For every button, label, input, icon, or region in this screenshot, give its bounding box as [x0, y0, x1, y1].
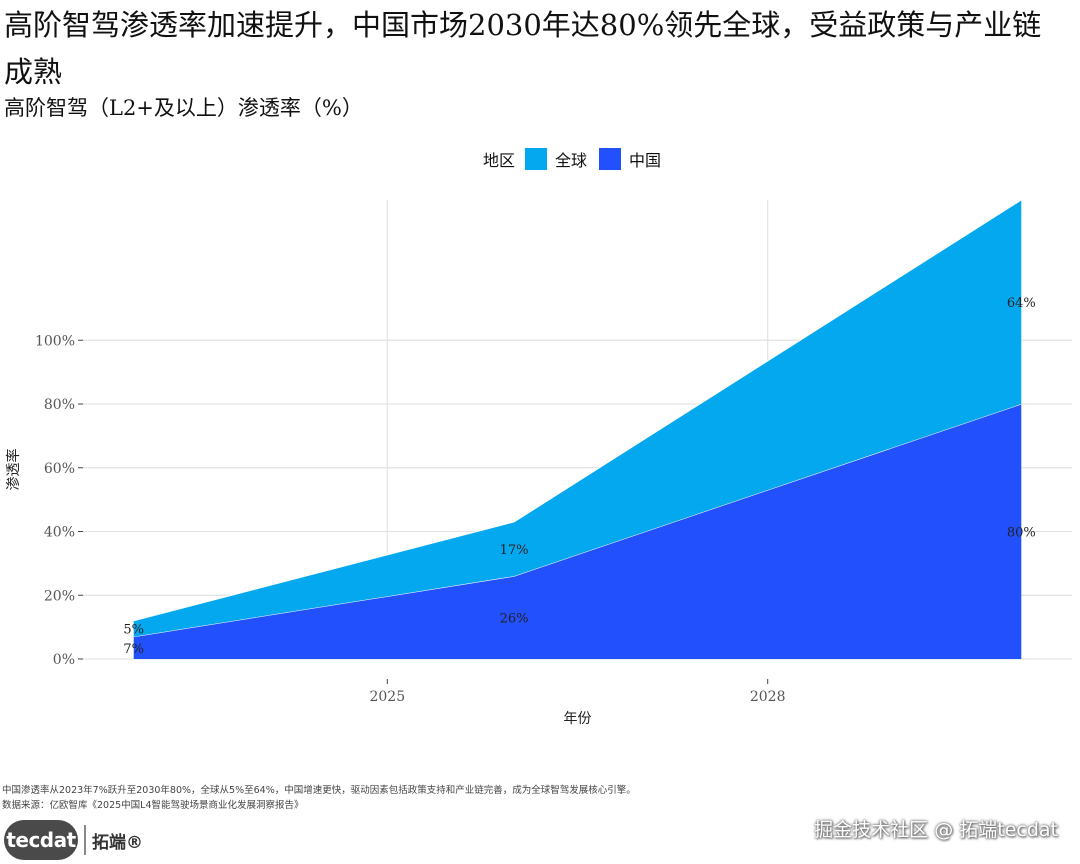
data-label: 64% [1007, 296, 1036, 311]
area-chart: 0% 20% 40% 60% 80% 100% 2025 2028 7% 26% 80% 5% 17… [5, 199, 1072, 727]
y-axis-title: 渗透率 [5, 449, 22, 491]
logo-brand-text: 拓端® [92, 832, 143, 853]
y-tick-label: 20% [44, 588, 75, 604]
legend: 地区 全球 中国 [483, 146, 673, 172]
data-label: 17% [500, 543, 529, 558]
y-tick-label: 40% [44, 525, 75, 541]
chart-subtitle: 高阶智驾（L2+及以上）渗透率（%） [4, 96, 363, 120]
legend-item-global: 全球 [525, 147, 589, 171]
data-label: 80% [1007, 526, 1036, 541]
y-tick-label: 80% [44, 397, 75, 413]
logo-bubble: tecdat [4, 820, 78, 860]
legend-swatch-china [599, 148, 622, 170]
legend-title: 地区 [483, 151, 516, 170]
area-series-global [133, 200, 1022, 637]
watermark: 掘金技术社区 @ 拓端tecdat [814, 819, 1058, 841]
footer-note: 中国渗透率从2023年7%跃升至2030年80%，全球从5%至64%，中国增速更… [2, 785, 636, 796]
y-tick-label: 0% [53, 652, 75, 668]
legend-label-china: 中国 [629, 151, 662, 170]
x-tick-label: 2028 [750, 689, 786, 705]
legend-label-global: 全球 [555, 151, 588, 170]
x-axis-title: 年份 [564, 711, 592, 727]
area-series-china [133, 404, 1022, 659]
area-outline [133, 199, 1022, 622]
footer-source: 数据来源：亿欧智库《2025中国L4智能驾驶场景商业化发展洞察报告》 [2, 800, 304, 811]
data-label: 7% [123, 642, 144, 657]
chart-title: 高阶智驾渗透率加速提升，中国市场2030年达80%领先全球，受益政策与产业链成熟 [4, 8, 1042, 89]
legend-item-china: 中国 [599, 147, 663, 171]
data-label: 5% [123, 623, 144, 638]
brand-logo: tecdat 拓端® [4, 820, 143, 860]
data-label: 26% [500, 612, 529, 627]
y-tick-label: 60% [44, 461, 75, 477]
y-tick-label: 100% [35, 333, 75, 349]
footer-notes: 中国渗透率从2023年7%跃升至2030年80%，全球从5%至64%，中国增速更… [2, 783, 636, 813]
x-tick-label: 2025 [369, 689, 405, 705]
legend-swatch-global [525, 148, 548, 170]
logo-divider [84, 825, 86, 855]
